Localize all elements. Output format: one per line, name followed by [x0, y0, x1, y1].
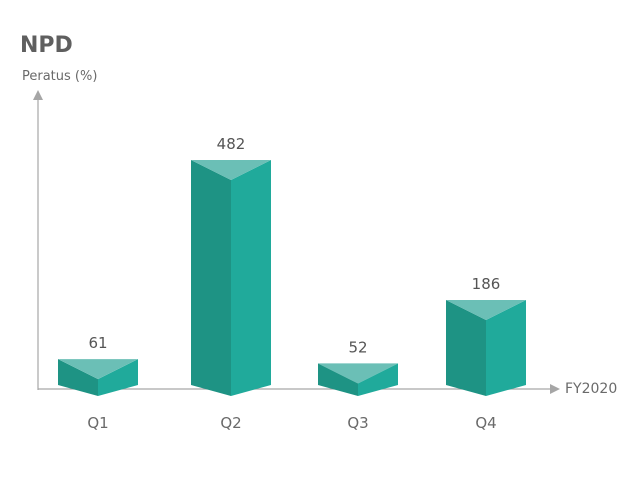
data-label: 186 — [472, 275, 501, 293]
bar-q3: 52 Q3 — [318, 338, 398, 432]
bar-top-face — [446, 300, 526, 321]
data-label: 61 — [88, 334, 107, 352]
y-axis-arrow-icon — [33, 90, 43, 100]
bar-left-face — [191, 160, 231, 396]
bar-top-face — [191, 160, 271, 180]
x-tick-label: Q2 — [220, 414, 241, 432]
bar-q1: 61 Q1 — [58, 334, 138, 432]
bars-group: 61 Q1 482 Q2 52 Q3 186 Q4 — [58, 135, 526, 432]
bar-right-face — [486, 300, 526, 396]
bar-left-face — [58, 359, 98, 396]
x-axis-arrow-icon — [550, 384, 560, 394]
data-label: 482 — [217, 135, 246, 153]
bar-right-face — [358, 363, 398, 396]
bar-right-face — [231, 160, 271, 396]
bar-right-face — [98, 359, 138, 396]
bar-q4: 186 Q4 — [446, 275, 526, 432]
x-tick-label: Q3 — [347, 414, 368, 432]
bar-q2: 482 Q2 — [191, 135, 271, 432]
x-tick-label: Q1 — [87, 414, 108, 432]
bar-left-face — [446, 300, 486, 396]
chart-title: NPD — [20, 33, 73, 58]
x-tick-label: Q4 — [475, 414, 496, 432]
x-axis-label: FY2020 — [565, 381, 617, 397]
data-label: 52 — [348, 338, 367, 356]
bar-top-face — [318, 363, 398, 384]
y-axis-label: Peratus (%) — [22, 69, 97, 84]
bar-top-face — [58, 359, 138, 380]
bar-left-face — [318, 363, 358, 396]
